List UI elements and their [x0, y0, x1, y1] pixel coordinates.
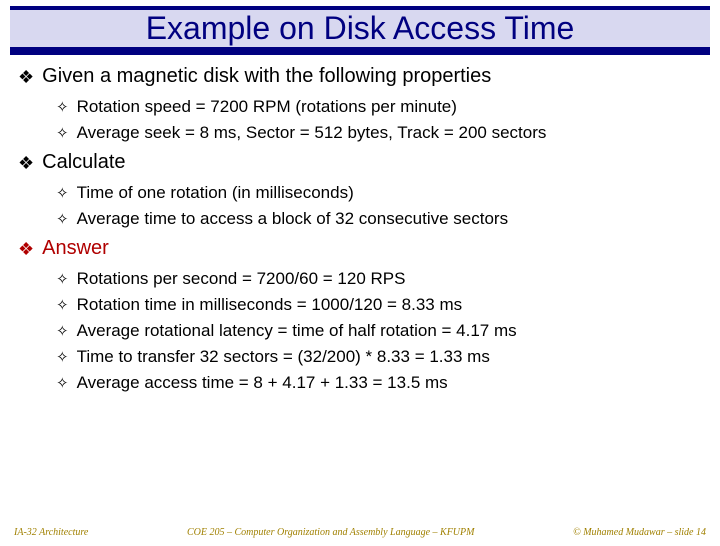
list-text: Rotation speed = 7200 RPM (rotations per…	[77, 97, 457, 117]
slide-footer: IA-32 Architecture COE 205 – Computer Or…	[0, 527, 720, 538]
slide-content: ❖ Given a magnetic disk with the followi…	[0, 65, 720, 395]
section-label: Calculate	[42, 151, 125, 174]
list-text: Average time to access a block of 32 con…	[77, 209, 509, 229]
list-item: ✧ Time of one rotation (in milliseconds)	[56, 183, 702, 205]
list-text: Average access time = 8 + 4.17 + 1.33 = …	[77, 373, 448, 393]
hollow-diamond-icon: ✧	[56, 269, 69, 291]
list-item: ✧ Average seek = 8 ms, Sector = 512 byte…	[56, 123, 702, 145]
slide-title: Example on Disk Access Time	[146, 10, 575, 46]
title-bar: Example on Disk Access Time	[10, 6, 710, 55]
hollow-diamond-icon: ✧	[56, 97, 69, 119]
hollow-diamond-icon: ✧	[56, 183, 69, 205]
list-item: ✧ Rotation speed = 7200 RPM (rotations p…	[56, 97, 702, 119]
diamond-bullet-icon: ❖	[18, 65, 34, 89]
footer-left: IA-32 Architecture	[14, 527, 88, 538]
hollow-diamond-icon: ✧	[56, 209, 69, 231]
list-item: ✧ Rotation time in milliseconds = 1000/1…	[56, 295, 702, 317]
list-item: ✧ Rotations per second = 7200/60 = 120 R…	[56, 269, 702, 291]
footer-center: COE 205 – Computer Organization and Asse…	[88, 527, 573, 538]
list-text: Rotation time in milliseconds = 1000/120…	[77, 295, 463, 315]
list-text: Rotations per second = 7200/60 = 120 RPS	[77, 269, 406, 289]
section-label: Given a magnetic disk with the following…	[42, 65, 491, 88]
list-item: ✧ Average access time = 8 + 4.17 + 1.33 …	[56, 373, 702, 395]
section-heading: ❖ Given a magnetic disk with the followi…	[18, 65, 702, 89]
section-label: Answer	[42, 237, 109, 260]
list-text: Average rotational latency = time of hal…	[77, 321, 517, 341]
section-heading-answer: ❖ Answer	[18, 237, 702, 261]
hollow-diamond-icon: ✧	[56, 321, 69, 343]
list-text: Time of one rotation (in milliseconds)	[77, 183, 354, 203]
list-item: ✧ Average time to access a block of 32 c…	[56, 209, 702, 231]
section-heading: ❖ Calculate	[18, 151, 702, 175]
hollow-diamond-icon: ✧	[56, 373, 69, 395]
title-inner: Example on Disk Access Time	[10, 10, 710, 47]
diamond-bullet-icon: ❖	[18, 237, 34, 261]
list-item: ✧ Time to transfer 32 sectors = (32/200)…	[56, 347, 702, 369]
list-item: ✧ Average rotational latency = time of h…	[56, 321, 702, 343]
footer-right: © Muhamed Mudawar – slide 14	[573, 527, 706, 538]
hollow-diamond-icon: ✧	[56, 295, 69, 317]
hollow-diamond-icon: ✧	[56, 123, 69, 145]
list-text: Time to transfer 32 sectors = (32/200) *…	[77, 347, 490, 367]
list-text: Average seek = 8 ms, Sector = 512 bytes,…	[77, 123, 547, 143]
hollow-diamond-icon: ✧	[56, 347, 69, 369]
diamond-bullet-icon: ❖	[18, 151, 34, 175]
